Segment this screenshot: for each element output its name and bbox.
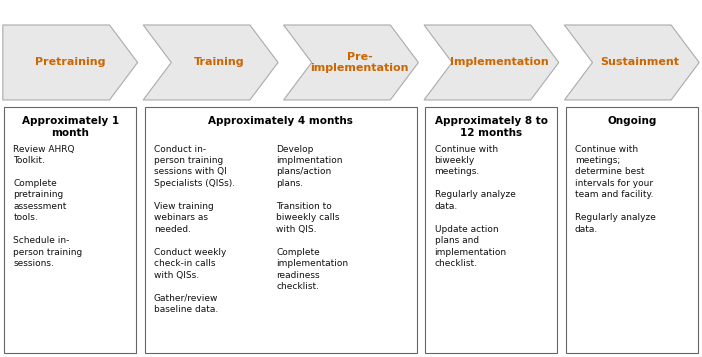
Text: Review AHRQ
Toolkit.

Complete
pretraining
assessment
tools.

Schedule in-
perso: Review AHRQ Toolkit. Complete pretrainin… (13, 145, 83, 268)
Bar (566, 107, 698, 353)
Bar (425, 107, 557, 353)
Text: Training: Training (194, 57, 244, 67)
Text: Sustainment: Sustainment (601, 57, 680, 67)
Polygon shape (3, 25, 138, 100)
Text: Pre-
implementation: Pre- implementation (310, 52, 409, 73)
Polygon shape (564, 25, 699, 100)
Text: Pretraining: Pretraining (35, 57, 105, 67)
Text: Approximately 1
month: Approximately 1 month (22, 116, 119, 138)
Polygon shape (424, 25, 559, 100)
Text: Approximately 4 months: Approximately 4 months (208, 116, 353, 126)
Bar (145, 107, 417, 353)
Text: Continue with
biweekly
meetings.

Regularly analyze
data.

Update action
plans a: Continue with biweekly meetings. Regular… (435, 145, 515, 268)
Text: Approximately 8 to
12 months: Approximately 8 to 12 months (435, 116, 548, 138)
Text: Implementation: Implementation (451, 57, 549, 67)
Polygon shape (284, 25, 418, 100)
Polygon shape (143, 25, 278, 100)
Bar (4, 107, 136, 353)
Text: Ongoing: Ongoing (607, 116, 656, 126)
Text: Conduct in-
person training
sessions with QI
Specialists (QISs).

View training
: Conduct in- person training sessions wit… (154, 145, 235, 314)
Text: Develop
implmentation
plans/action
plans.

Transition to
biweekly calls
with QIS: Develop implmentation plans/action plans… (276, 145, 348, 291)
Text: Continue with
meetings;
determine best
intervals for your
team and facility.

Re: Continue with meetings; determine best i… (575, 145, 656, 234)
